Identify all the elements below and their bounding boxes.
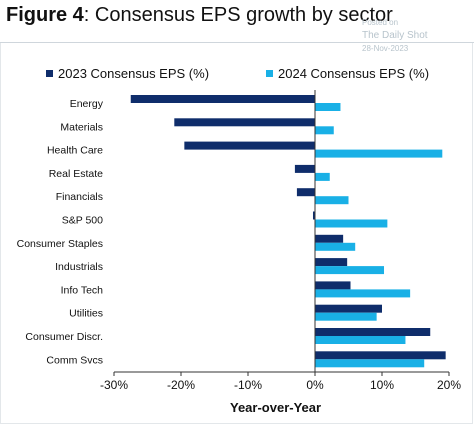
category-label-financials: Financials bbox=[56, 191, 103, 203]
category-label-utilities: Utilities bbox=[69, 308, 103, 320]
title-text: : Consensus EPS growth by sector bbox=[83, 4, 393, 26]
x-tick-label: 10% bbox=[370, 378, 394, 392]
bar-financials-2023 bbox=[296, 188, 315, 197]
bar-industrials-2024 bbox=[315, 266, 385, 275]
bar-materials-2023 bbox=[174, 118, 315, 127]
category-label-energy: Energy bbox=[70, 98, 104, 110]
bar-s-p-500-2024 bbox=[315, 219, 388, 228]
legend-label-2023: 2023 Consensus EPS (%) bbox=[58, 66, 210, 81]
category-label-materials: Materials bbox=[60, 121, 103, 133]
figure-label: Figure 4 bbox=[6, 4, 84, 26]
x-tick-label: -30% bbox=[100, 378, 128, 392]
bar-comm-svcs-2024 bbox=[315, 359, 425, 368]
bar-info-tech-2023 bbox=[315, 281, 351, 290]
bar-real-estate-2023 bbox=[294, 164, 315, 173]
x-tick-label: 0% bbox=[306, 378, 324, 392]
bar-consumer-discr-2024 bbox=[315, 336, 406, 344]
x-tick-label: -10% bbox=[234, 378, 262, 392]
legend-item-2024: 2024 Consensus EPS (%) bbox=[266, 66, 429, 81]
legend-label-2024: 2024 Consensus EPS (%) bbox=[278, 66, 430, 81]
legend-swatch-2023 bbox=[46, 70, 53, 77]
watermark-line2: The Daily Shot bbox=[362, 30, 428, 41]
x-axis-title: Year-over-Year bbox=[230, 400, 322, 415]
bar-s-p-500-2023 bbox=[312, 211, 315, 220]
x-tick-label: 20% bbox=[437, 378, 461, 392]
bar-utilities-2024 bbox=[315, 312, 377, 321]
bar-industrials-2023 bbox=[315, 258, 348, 267]
bar-consumer-discr-2023 bbox=[315, 328, 431, 336]
bar-financials-2024 bbox=[315, 196, 349, 205]
title-divider bbox=[0, 42, 474, 43]
watermark-line1: Posted on bbox=[362, 18, 399, 27]
bar-consumer-staples-2023 bbox=[315, 234, 344, 243]
category-label-consumer-discr: Consumer Discr. bbox=[25, 331, 103, 343]
category-label-health-care: Health Care bbox=[47, 145, 103, 157]
watermark: Posted on The Daily Shot 28-Nov-2023 bbox=[362, 16, 428, 55]
bar-energy-2024 bbox=[315, 103, 341, 111]
chart-title: Figure 4: Consensus EPS growth by sector bbox=[6, 4, 393, 27]
legend-swatch-2024 bbox=[266, 70, 273, 77]
category-label-industrials: Industrials bbox=[55, 261, 103, 273]
category-label-s-p-500: S&P 500 bbox=[62, 215, 103, 227]
bar-health-care-2024 bbox=[315, 149, 443, 158]
category-label-comm-svcs: Comm Svcs bbox=[46, 354, 103, 366]
watermark-line3: 28-Nov-2023 bbox=[362, 44, 409, 53]
category-label-real-estate: Real Estate bbox=[49, 168, 103, 180]
bar-comm-svcs-2023 bbox=[315, 351, 446, 360]
chart-frame bbox=[0, 43, 473, 424]
bar-consumer-staples-2024 bbox=[315, 242, 356, 251]
x-tick-label: -20% bbox=[167, 378, 195, 392]
bar-energy-2023 bbox=[130, 95, 315, 103]
bar-utilities-2023 bbox=[315, 304, 382, 313]
bar-materials-2024 bbox=[315, 126, 334, 135]
category-label-consumer-staples: Consumer Staples bbox=[17, 238, 103, 250]
category-label-info-tech: Info Tech bbox=[61, 284, 104, 296]
bar-health-care-2023 bbox=[184, 141, 315, 150]
bar-real-estate-2024 bbox=[315, 172, 330, 181]
legend-item-2023: 2023 Consensus EPS (%) bbox=[46, 66, 209, 81]
bar-info-tech-2024 bbox=[315, 289, 411, 298]
